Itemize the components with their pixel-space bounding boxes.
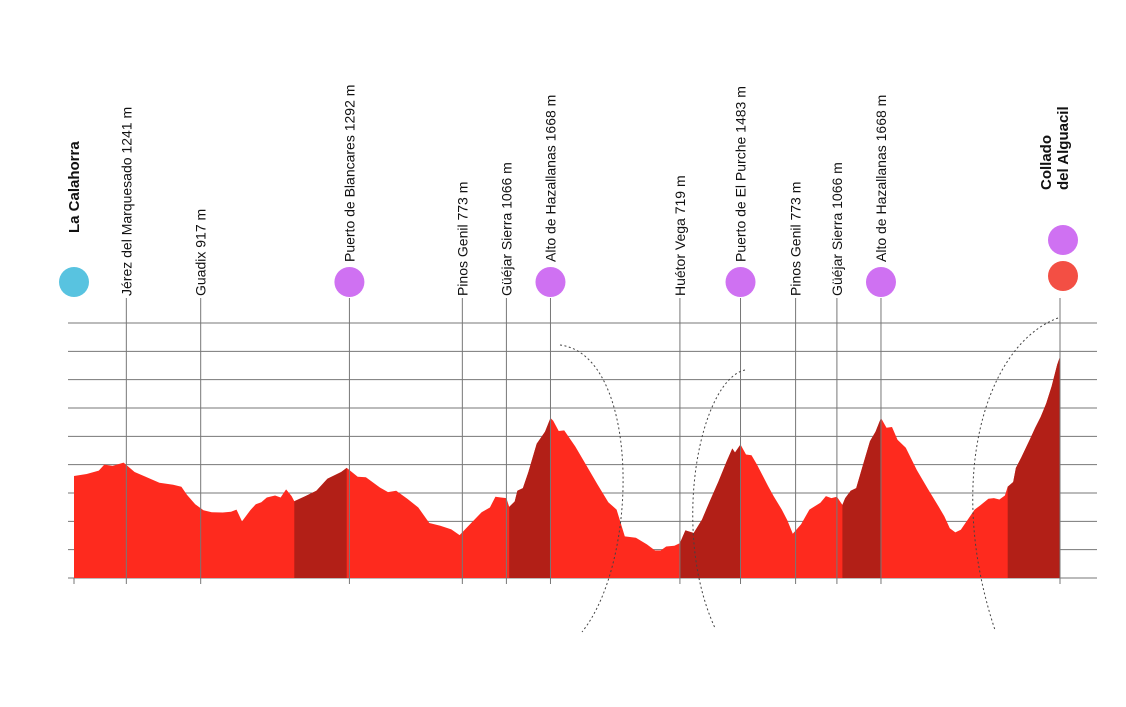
climb-section — [294, 467, 347, 578]
waypoint-label: Guadix 917 m — [193, 209, 209, 296]
elevation-profile — [74, 356, 1060, 578]
waypoint-markers — [59, 225, 1078, 297]
climb-arc — [559, 344, 624, 633]
climb-marker — [865, 267, 896, 297]
waypoint-label: del Alguacil — [1055, 106, 1072, 190]
waypoint-labels: La Calahorra Jérez del Marquesado 1241 m G… — [66, 85, 1072, 296]
climb-marker — [334, 267, 365, 297]
waypoint-label: Güéjar Sierra 1066 m — [498, 162, 514, 296]
climb-section — [842, 418, 881, 578]
waypoint-label: Pinos Genil 773 m — [454, 182, 470, 296]
waypoint-label: Alto de Hazallanas 1668 m — [873, 95, 889, 262]
climb-section — [509, 418, 551, 578]
waypoint-label: Puerto de Blancares 1292 m — [341, 85, 357, 262]
waypoint-label: Pinos Genil 773 m — [788, 182, 804, 296]
climb-section — [1007, 356, 1060, 578]
climb-arc — [692, 369, 746, 629]
climb-marker — [1048, 225, 1078, 255]
climb-arc — [972, 317, 1059, 631]
finish-marker — [1048, 261, 1078, 291]
waypoint-label: Collado — [1038, 135, 1055, 190]
start-marker — [59, 267, 89, 297]
waypoint-label: Jérez del Marquesado 1241 m — [118, 107, 134, 296]
waypoint-label: Huétor Vega 719 m — [672, 175, 688, 296]
waypoint-label: Puerto de El Purche 1483 m — [733, 86, 749, 262]
profile-fills — [74, 356, 1060, 578]
climb-marker — [535, 267, 566, 297]
waypoint-label: Alto de Hazallanas 1668 m — [542, 95, 558, 262]
waypoint-label: Güéjar Sierra 1066 m — [829, 162, 845, 296]
waypoint-guides — [125, 298, 1061, 584]
climb-marker — [725, 267, 756, 297]
climb-arcs — [559, 317, 1059, 633]
climb-section — [679, 444, 741, 578]
waypoint-label: La Calahorra — [66, 141, 83, 233]
